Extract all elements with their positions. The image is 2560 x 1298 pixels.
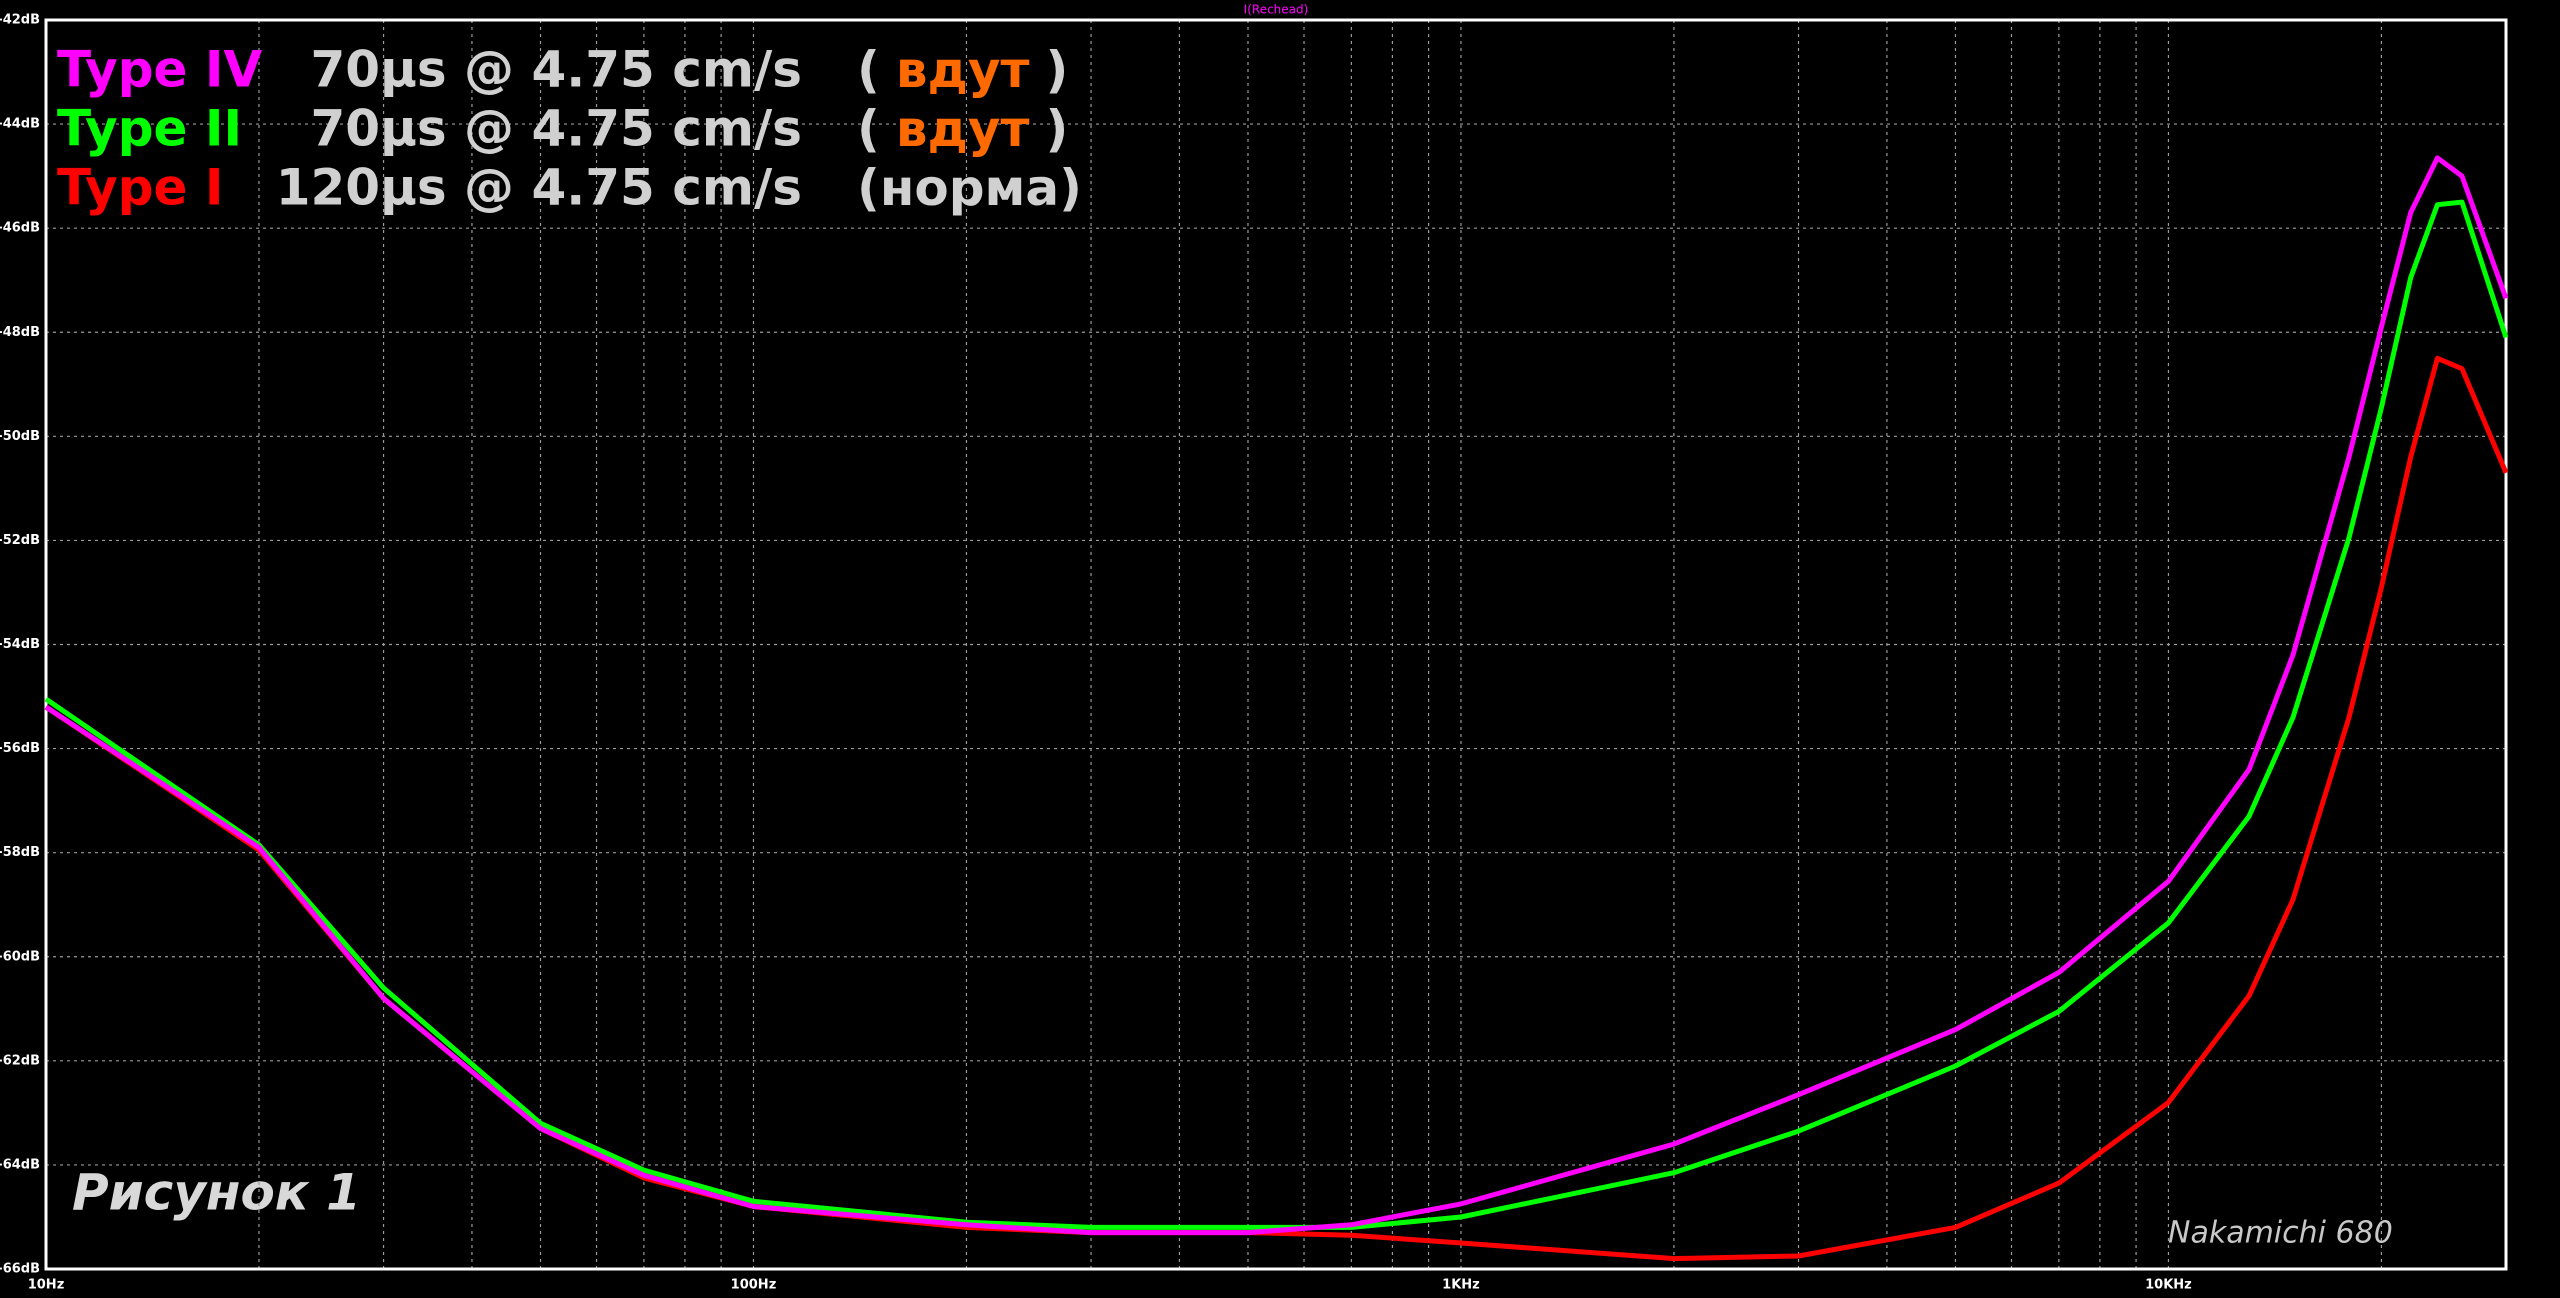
y-tick-label: -52dB xyxy=(0,533,40,548)
x-tick-label: 100Hz xyxy=(731,1278,777,1293)
legend-note-part: вдут xyxy=(896,41,1030,99)
legend-description: 120µs @ 4.75 cm/s xyxy=(276,159,802,217)
y-tick-label: -66dB xyxy=(0,1262,40,1277)
legend-note-part: (норма) xyxy=(857,159,1082,217)
legend-description: 70µs @ 4.75 cm/s xyxy=(311,41,802,99)
y-tick-label: -64dB xyxy=(0,1157,40,1172)
y-tick-label: -60dB xyxy=(0,949,40,964)
legend-name: Type I xyxy=(57,159,223,217)
annotation: Nakamichi 680 xyxy=(2168,1216,2393,1251)
legend-note-part: вдут xyxy=(896,100,1030,158)
y-tick-label: -54dB xyxy=(0,637,40,652)
chart-title: I(Rechead) xyxy=(1244,3,1309,17)
y-tick-label: -50dB xyxy=(0,429,40,444)
legend-note-part: ( xyxy=(857,100,880,158)
plot-frame xyxy=(44,18,2508,1271)
legend-name: Type II xyxy=(57,100,242,158)
legend-note: ( вдут) xyxy=(857,41,1068,99)
series-line xyxy=(44,199,2509,1230)
y-tick-label: -62dB xyxy=(0,1053,40,1068)
legend-note: (норма) xyxy=(857,159,1082,217)
y-tick-label: -58dB xyxy=(0,845,40,860)
y-tick-label: -48dB xyxy=(0,325,40,340)
y-tick-label: -44dB xyxy=(0,117,40,132)
legend-note: ( вдут) xyxy=(857,100,1068,158)
y-tick-label: -42dB xyxy=(0,13,40,28)
legend-name: Type IV xyxy=(57,41,262,99)
annotation: Рисунок 1 xyxy=(72,1164,361,1222)
legend-description: 70µs @ 4.75 cm/s xyxy=(311,100,802,158)
x-tick-label: 1KHz xyxy=(1442,1278,1480,1293)
legend-note-part: ) xyxy=(1045,41,1068,99)
y-tick-label: -46dB xyxy=(0,221,40,236)
y-tick-label: -56dB xyxy=(0,741,40,756)
x-tick-label: 10Hz xyxy=(28,1278,65,1293)
series-line xyxy=(44,155,2509,1236)
x-tick-label: 10KHz xyxy=(2145,1278,2192,1293)
legend-note-part: ( xyxy=(857,41,880,99)
legend-note-part: ) xyxy=(1045,100,1068,158)
